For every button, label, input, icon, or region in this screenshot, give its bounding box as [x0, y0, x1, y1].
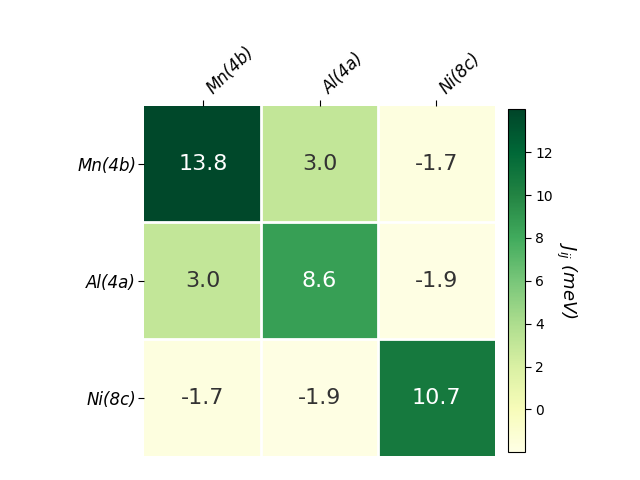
Y-axis label: $J_{ij}$ (meV): $J_{ij}$ (meV) — [554, 242, 578, 319]
Text: -1.7: -1.7 — [181, 388, 225, 408]
Text: 8.6: 8.6 — [302, 271, 337, 291]
Text: -1.7: -1.7 — [415, 154, 458, 174]
Text: 3.0: 3.0 — [302, 154, 337, 174]
Text: 10.7: 10.7 — [412, 388, 461, 408]
Text: 3.0: 3.0 — [185, 271, 220, 291]
Text: 13.8: 13.8 — [178, 154, 227, 174]
Text: -1.9: -1.9 — [298, 388, 341, 408]
Text: -1.9: -1.9 — [415, 271, 458, 291]
